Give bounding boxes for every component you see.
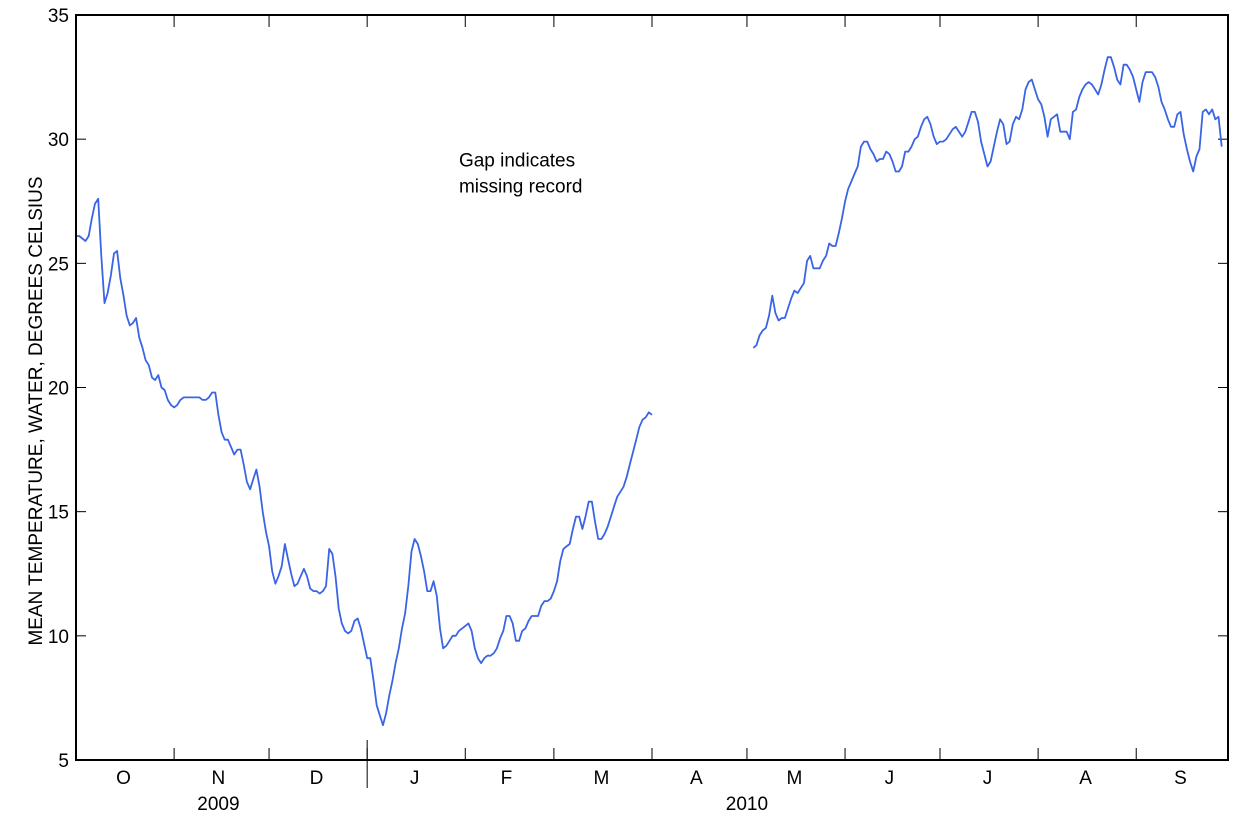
series-line-segment: [752, 56, 1223, 349]
annotation-line-1: Gap indicates: [459, 150, 575, 171]
y-tick-label: 25: [48, 254, 69, 275]
x-tick-label: F: [501, 768, 513, 789]
plot-frame: [75, 14, 1229, 761]
x-tick-label: J: [410, 768, 420, 789]
y-tick-label: 30: [48, 130, 69, 151]
x-tick-label: J: [983, 768, 993, 789]
y-tick-label: 20: [48, 379, 69, 400]
y-axis-title: MEAN TEMPERATURE, WATER, DEGREES CELSIUS: [26, 176, 47, 645]
x-tick-label: O: [116, 768, 131, 789]
annotation-line-2: missing record: [459, 176, 583, 197]
annotation: Gap indicates missing record: [459, 150, 583, 197]
y-tick-label: 5: [58, 751, 69, 772]
year-label: 2010: [726, 794, 768, 815]
y-tick-label: 15: [48, 503, 69, 524]
year-label: 2009: [197, 794, 239, 815]
series-line-segment: [76, 197, 653, 727]
x-tick-label: J: [885, 768, 895, 789]
y-tick-label: 10: [48, 627, 69, 648]
x-tick-label: N: [212, 768, 226, 789]
x-tick-label: A: [1079, 768, 1092, 789]
x-tick-label: D: [310, 768, 324, 789]
chart-marks: 5 10 15 20 25 30 35 O N D J F M A M J J A S 2009 2010: [48, 6, 1228, 815]
x-tick-label: S: [1174, 768, 1187, 789]
x-tick-label: M: [787, 768, 803, 789]
x-tick-label: M: [593, 768, 609, 789]
y-axis-title-group: MEAN TEMPERATURE, WATER, DEGREES CELSIUS: [26, 176, 47, 645]
x-tick-label: A: [690, 768, 703, 789]
y-tick-label: 35: [48, 6, 69, 27]
